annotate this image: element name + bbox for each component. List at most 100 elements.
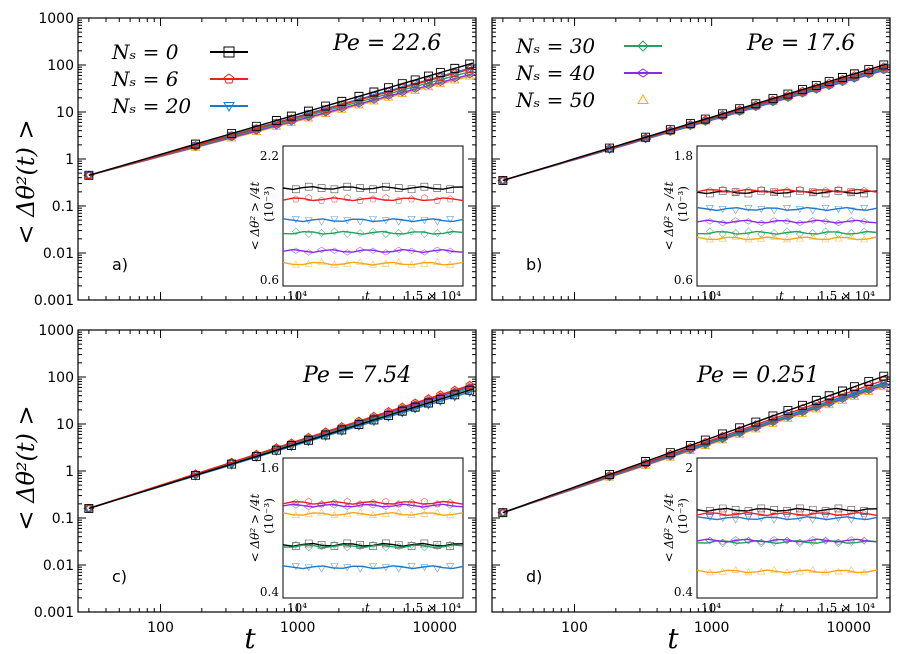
inset-series-marker-4 bbox=[717, 219, 728, 227]
panel-label: b) bbox=[526, 255, 542, 274]
panel-d: 100 1000 10000 d) Pe = 0.251 2 0.4 10⁴ t 1.5 × 10… bbox=[491, 329, 891, 636]
series-marker-0 bbox=[286, 111, 296, 121]
inset-y-tick-max: 2.2 bbox=[260, 149, 279, 163]
series-marker-0 bbox=[227, 459, 237, 469]
inset-series-marker-1 bbox=[382, 194, 390, 201]
series-marker-0 bbox=[700, 114, 710, 124]
inset-series-marker-3 bbox=[731, 229, 740, 237]
inset-series-marker-2 bbox=[860, 514, 869, 522]
inset-series-marker-3 bbox=[394, 542, 403, 551]
series-marker-4 bbox=[449, 74, 461, 83]
inset-series-line-5 bbox=[696, 569, 878, 574]
legend-marker-3 bbox=[637, 40, 649, 52]
inset-series-marker-4 bbox=[795, 538, 805, 546]
series-marker-0 bbox=[641, 132, 651, 142]
inset-series-marker-2 bbox=[731, 207, 740, 215]
inset-x-tick-2: 1.5 × 10⁴ bbox=[404, 601, 461, 615]
inset-series-marker-1 bbox=[420, 194, 429, 201]
legend-label-1: Nₛ = 6 bbox=[111, 67, 179, 91]
inset-x-tick-2: 1.5 × 10⁴ bbox=[818, 601, 875, 615]
inset-series-marker-5 bbox=[744, 235, 753, 243]
inset-series-marker-2 bbox=[782, 514, 792, 522]
series-marker-1 bbox=[84, 170, 94, 179]
inset-series-marker-4 bbox=[419, 503, 430, 511]
series-marker-0 bbox=[271, 445, 281, 455]
x-axis-label-left: t bbox=[244, 622, 256, 654]
inset-series-marker-4 bbox=[368, 247, 378, 254]
y-axis-label-top: < Δθ²(t) > bbox=[12, 119, 40, 244]
inset-series-marker-5 bbox=[821, 235, 830, 243]
panel-label: c) bbox=[112, 567, 127, 586]
series-marker-0 bbox=[286, 441, 296, 451]
inset-series-marker-1 bbox=[834, 185, 843, 193]
inset-series-marker-5 bbox=[420, 510, 429, 518]
inset-series-marker-3 bbox=[381, 543, 390, 552]
peclet-number-label: Pe = 7.54 bbox=[302, 363, 411, 388]
inset-series-marker-5 bbox=[782, 235, 792, 243]
inset-series-marker-0 bbox=[808, 188, 817, 197]
inset-series-marker-2 bbox=[356, 218, 365, 226]
y-tick-label: 1 bbox=[65, 152, 74, 168]
inset-series-marker-0 bbox=[731, 188, 740, 197]
series-marker-1 bbox=[811, 82, 821, 91]
series-marker-0 bbox=[838, 73, 847, 82]
inset-series-marker-0 bbox=[420, 182, 429, 191]
panel-b: b) Pe = 17.6 1.8 0.6 10⁴ t 1.5 × 10⁴ < Δθ² > /4… bbox=[491, 17, 891, 303]
inset-series-marker-4 bbox=[329, 247, 340, 254]
series-marker-2 bbox=[354, 422, 364, 431]
inset-series-marker-0 bbox=[382, 182, 390, 191]
y-tick-label: 1 bbox=[65, 464, 74, 480]
inset-series-marker-5 bbox=[330, 511, 339, 518]
inset-series-marker-1 bbox=[343, 194, 351, 201]
inset-frame bbox=[282, 457, 464, 599]
series-marker-1 bbox=[783, 90, 793, 100]
series-marker-1 bbox=[384, 87, 393, 96]
panel-a: 0.001 0.01 0.1 1 10 100 1000 a) Pe = 22.6 2.2 0.6 1… bbox=[34, 11, 477, 309]
inset-series-marker-3 bbox=[821, 227, 830, 236]
inset-series-marker-0 bbox=[433, 184, 442, 192]
inset-series-marker-1 bbox=[407, 195, 416, 203]
inset-series-marker-0 bbox=[770, 188, 778, 197]
series-marker-0 bbox=[450, 390, 460, 400]
inset-series-marker-4 bbox=[355, 246, 365, 253]
series-marker-0 bbox=[879, 60, 889, 70]
series-marker-0 bbox=[685, 441, 695, 450]
inset-series-marker-4 bbox=[705, 537, 715, 544]
y-tick-label: 0.01 bbox=[43, 246, 74, 262]
inset-series-marker-2 bbox=[808, 516, 817, 524]
inset-series-marker-5 bbox=[860, 568, 869, 576]
series-marker-2 bbox=[768, 417, 778, 426]
series-marker-0 bbox=[751, 417, 761, 427]
series-marker-0 bbox=[369, 87, 379, 97]
inset-series-marker-2 bbox=[330, 216, 339, 224]
inset-series-marker-3 bbox=[343, 543, 352, 552]
inset-series-marker-5 bbox=[808, 565, 817, 573]
y-tick-label: 100 bbox=[47, 370, 74, 386]
inset-series-marker-1 bbox=[369, 498, 377, 506]
inset-series-marker-5 bbox=[446, 260, 455, 268]
inset-series-marker-5 bbox=[407, 260, 416, 268]
series-marker-0 bbox=[435, 68, 445, 78]
inset-series-marker-5 bbox=[847, 232, 856, 240]
inset-series-marker-1 bbox=[783, 510, 791, 518]
inset-series-marker-0 bbox=[292, 185, 300, 194]
inset-series-marker-1 bbox=[796, 185, 804, 193]
inset-series-marker-4 bbox=[445, 502, 455, 509]
series-marker-0 bbox=[768, 411, 778, 421]
inset-series-marker-3 bbox=[304, 230, 313, 238]
inset-series-marker-3 bbox=[407, 540, 416, 549]
series-marker-1 bbox=[424, 76, 433, 85]
series-marker-2 bbox=[783, 412, 793, 421]
series-marker-1 bbox=[641, 458, 650, 467]
inset-series-marker-2 bbox=[808, 207, 817, 215]
inset-series-marker-0 bbox=[796, 187, 804, 195]
inset-series-marker-2 bbox=[744, 514, 753, 522]
inset-y-label: < Δθ² > /4t bbox=[662, 181, 676, 250]
inset-series-marker-2 bbox=[847, 207, 856, 215]
inset-series-line-5 bbox=[282, 261, 464, 266]
inset-series-marker-5 bbox=[757, 567, 766, 575]
inset-series-marker-2 bbox=[420, 217, 429, 225]
series-marker-0 bbox=[849, 382, 859, 392]
series-marker-0 bbox=[410, 75, 420, 85]
inset-series-marker-4 bbox=[795, 219, 805, 227]
